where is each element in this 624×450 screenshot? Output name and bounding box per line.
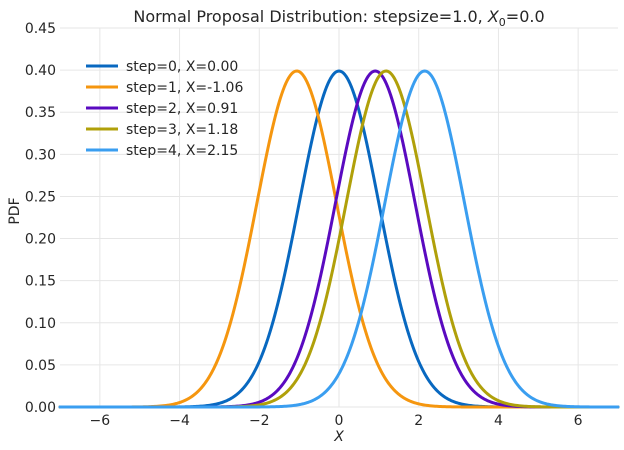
x-tick-label: 6 [574,413,583,429]
y-axis-label: PDF [7,197,23,224]
legend-label: step=1, X=-1.06 [126,80,243,96]
x-tick-labels: −6 −4 −2 0 2 4 6 [90,413,583,429]
legend: step=0, X=0.00 step=1, X=-1.06 step=2, X=0… [86,59,243,159]
y-tick-label: 0.35 [25,105,56,121]
series-lines [58,69,620,409]
x-tick-label: 0 [335,413,344,429]
y-tick-label: 0.10 [25,316,56,332]
y-tick-label: 0.30 [25,147,56,163]
x-tick-label: −6 [90,413,111,429]
y-tick-label: 0.00 [25,400,56,416]
y-tick-label: 0.15 [25,274,56,290]
series-line-step-4 [58,69,620,409]
legend-label: step=2, X=0.91 [126,101,238,117]
legend-label: step=0, X=0.00 [126,59,238,75]
y-tick-label: 0.20 [25,232,56,248]
y-tick-label: 0.05 [25,358,56,374]
x-tick-label: 2 [414,413,423,429]
x-tick-label: 4 [494,413,503,429]
x-tick-label: −2 [249,413,270,429]
x-axis-label: X [333,429,344,445]
y-tick-labels: 0.00 0.05 0.10 0.15 0.20 0.25 0.30 0.35 0.40 0.45 [25,21,56,416]
legend-label: step=3, X=1.18 [126,122,238,138]
y-tick-label: 0.25 [25,189,56,205]
x-tick-label: −4 [169,413,190,429]
grid [60,27,618,408]
y-tick-label: 0.40 [25,63,56,79]
legend-label: step=4, X=2.15 [126,143,238,159]
chart-title: Normal Proposal Distribution: stepsize=1… [133,7,544,29]
y-tick-label: 0.45 [25,21,56,37]
